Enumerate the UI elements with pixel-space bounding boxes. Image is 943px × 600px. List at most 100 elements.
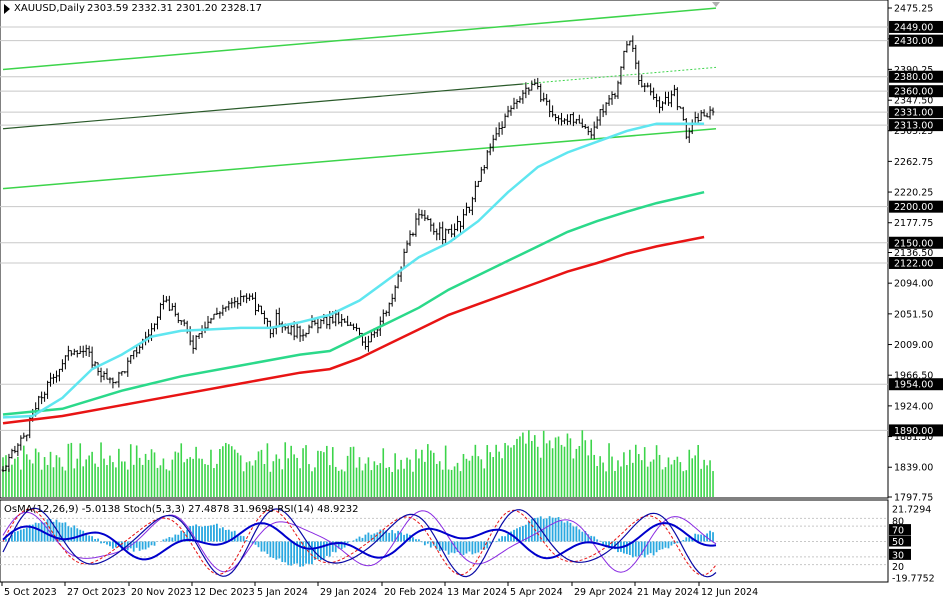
osma-bar [227,529,230,542]
volume-bar [118,448,120,497]
osma-bar [73,525,76,542]
x-tick-label: 29 Apr 2024 [574,587,633,598]
level-label: 2360.00 [894,87,933,98]
volume-bar [415,449,417,497]
osma-bar [331,541,334,552]
osma-bar [352,540,355,542]
osma-bar [91,536,94,542]
osma-bar [605,541,607,547]
osma-bar [85,534,88,542]
osma-bar [545,518,548,542]
osma-bar [608,541,610,549]
osma-bar [667,541,670,549]
volume-bar [109,455,111,497]
osma-bar [242,536,245,542]
volume-bar [296,457,298,497]
osma-bar [13,531,16,542]
y-tick-label: 2475.25 [894,4,933,15]
volume-bar [382,448,385,497]
channel-upper-line [2,7,717,71]
osma-bar [450,541,453,553]
volume-bar [52,467,55,497]
volume-bar [617,460,619,497]
volume-bar [646,466,649,497]
osma-bar [673,541,676,544]
ema-slow-line [2,235,705,425]
osma-bar [19,529,22,542]
volume-bar [427,444,429,497]
osma-bar [64,522,67,542]
volume-bar [233,449,236,497]
indicator-level-20: 20 [892,562,904,573]
y-tick-label: 1966.50 [894,371,933,382]
volume-bar [293,454,295,497]
volume-bar [144,453,147,497]
osma-bar [631,541,634,558]
osma-bar [144,541,147,550]
scroll-indicator-icon[interactable] [712,2,720,7]
osma-bar [483,541,486,550]
volume-bar [542,430,545,497]
volume-bar [320,451,322,497]
level-label-box [889,106,943,119]
y-tick-label: 2009.00 [894,340,933,351]
osma-bar [521,525,524,542]
osma-bar [162,539,165,542]
collapse-arrow-icon[interactable] [4,4,10,14]
osma-bar [625,541,628,555]
volume-bar [495,444,497,497]
volume-bar [43,457,46,497]
osma-bar [453,541,456,554]
volume-bar [248,461,251,497]
volume-bar [676,456,679,497]
osma-bar [58,522,61,542]
osma-bar [290,541,293,566]
volume-bar [156,467,159,497]
osma-bar [376,532,379,542]
volume-bar [501,458,503,497]
volume-bar [536,446,539,497]
x-tick-label: 21 May 2024 [637,587,699,598]
price-axis: 2475.252432.502390.252347.502305.252262.… [888,4,933,504]
osma-bar [355,538,358,542]
volume-bar [539,457,542,497]
volume-bar [649,461,652,497]
volume-bar [22,445,25,497]
volume-bar [55,455,58,497]
volume-bar [58,457,61,497]
volume-bar [563,446,566,497]
osma-bar [495,541,498,543]
osma-bar [147,541,150,548]
level-labels: 2449.00 2430.00 2380.00 2360.00 2331.00 2313.… [889,20,943,437]
osma-bar [581,531,584,542]
volume-bar [132,464,135,497]
volume-bar [106,465,108,497]
level-label: 2122.00 [894,258,933,269]
osma-bar [447,541,450,555]
osma-bar [239,535,242,542]
osma-bar [527,521,530,542]
osma-bar [109,541,111,547]
osma-bar [418,539,420,542]
osma-bar [245,540,248,542]
volume-bar [346,455,349,497]
osma-bar [221,527,224,542]
osma-bar [11,534,13,542]
volume-bar [121,461,123,497]
level-label: 1954.00 [894,380,933,391]
osma-bar [192,525,195,542]
volume-bar [171,459,174,497]
volume-bar [531,440,533,497]
osma-bar [560,520,563,542]
volume-bar [679,462,682,497]
channel-mid-line [2,83,523,130]
osma-bar [180,530,183,542]
volume-bar [712,471,714,497]
osma-bar [308,541,310,564]
volume-bar [634,444,637,497]
osma-bar [403,534,405,542]
volume-bar [245,462,248,497]
volume-bar [227,444,230,497]
osma-bar [575,526,578,542]
